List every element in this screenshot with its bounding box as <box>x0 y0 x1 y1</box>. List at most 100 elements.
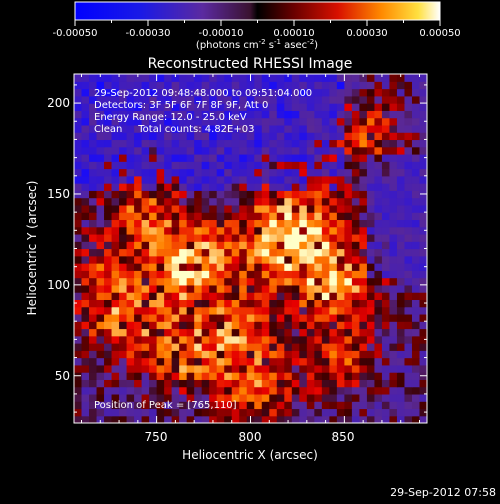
heatmap-cell <box>194 401 203 410</box>
heatmap-cell <box>96 146 105 155</box>
heatmap-cell <box>329 393 338 402</box>
heatmap-cell <box>126 103 135 111</box>
heatmap-cell <box>366 306 376 315</box>
heatmap-cell <box>164 161 173 170</box>
heatmap-cell <box>89 248 98 257</box>
heatmap-cell <box>396 321 406 330</box>
heatmap-cell <box>359 212 368 221</box>
heatmap-cell <box>291 132 300 141</box>
heatmap-cell <box>419 117 427 126</box>
heatmap-cell <box>104 197 113 206</box>
heatmap-cell <box>224 74 233 82</box>
heatmap-cell <box>119 350 128 359</box>
heatmap-cell <box>164 190 173 199</box>
heatmap-cell <box>396 372 406 380</box>
heatmap-cell <box>359 183 368 191</box>
heatmap-cell <box>81 357 90 366</box>
heatmap-cell <box>411 328 421 337</box>
heatmap-cell <box>411 219 421 228</box>
heatmap-cell <box>374 284 383 293</box>
heatmap-cell <box>164 74 173 82</box>
heatmap-cell <box>134 95 143 104</box>
heatmap-cell <box>164 270 173 279</box>
heatmap-cell <box>156 132 165 141</box>
heatmap-cell <box>299 328 308 337</box>
heatmap-cell <box>336 161 345 170</box>
heatmap-cell <box>74 88 83 97</box>
heatmap-cell <box>149 233 158 242</box>
heatmap-cell <box>381 386 391 395</box>
heatmap-cell <box>119 357 128 366</box>
heatmap-cell <box>216 219 225 228</box>
heatmap-cell <box>231 357 240 366</box>
heatmap-cell <box>201 95 210 104</box>
heatmap-cell <box>321 299 330 308</box>
heatmap-cell <box>209 335 218 344</box>
heatmap-cell <box>126 372 135 380</box>
heatmap-cell <box>261 277 270 286</box>
heatmap-cell <box>291 335 300 344</box>
heatmap-cell <box>291 74 300 82</box>
heatmap-cell <box>179 386 188 395</box>
heatmap-cell <box>156 110 165 119</box>
heatmap-cell <box>389 212 398 221</box>
heatmap-cell <box>396 335 406 344</box>
heatmap-cell <box>239 183 248 191</box>
heatmap-cell <box>299 74 308 82</box>
heatmap-cell <box>299 255 308 264</box>
heatmap-cell <box>254 364 263 373</box>
heatmap-cell <box>336 335 345 344</box>
heatmap-cell <box>396 350 406 359</box>
heatmap-cell <box>359 161 368 170</box>
heatmap-cell <box>381 212 391 221</box>
heatmap-cell <box>276 95 285 104</box>
heatmap-cell <box>299 393 308 402</box>
heatmap-cell <box>126 219 135 228</box>
heatmap-cell <box>314 197 323 206</box>
heatmap-cell <box>291 299 300 308</box>
heatmap-cell <box>366 233 376 242</box>
heatmap-cell <box>336 139 345 148</box>
heatmap-cell <box>359 146 368 155</box>
heatmap-cell <box>389 277 398 286</box>
heatmap-cell <box>216 277 225 286</box>
heatmap-cell <box>126 117 135 126</box>
heatmap-cell <box>239 219 248 228</box>
heatmap-cell <box>314 241 323 250</box>
heatmap-cell <box>164 364 173 373</box>
heatmap-cell <box>366 139 376 148</box>
heatmap-cell <box>194 241 203 250</box>
heatmap-cell <box>291 233 300 242</box>
heatmap-cell <box>104 241 113 250</box>
heatmap-cell <box>246 153 255 162</box>
heatmap-cell <box>209 292 218 300</box>
heatmap-cell <box>141 270 150 279</box>
heatmap-cell <box>419 299 427 308</box>
heatmap-cell <box>396 248 406 257</box>
heatmap-cell <box>96 139 105 148</box>
heatmap-cell <box>351 393 361 402</box>
heatmap-cell <box>284 161 293 170</box>
heatmap-cell <box>381 197 391 206</box>
heatmap-cell <box>224 292 233 300</box>
heatmap-cell <box>419 328 427 337</box>
heatmap-cell <box>291 124 300 133</box>
heatmap-cell <box>329 408 338 417</box>
heatmap-cell <box>419 103 427 111</box>
heatmap-cell <box>351 248 361 257</box>
heatmap-cell <box>291 161 300 170</box>
heatmap-cell <box>239 415 248 423</box>
heatmap-cell <box>81 379 90 388</box>
heatmap-cell <box>306 190 315 199</box>
heatmap-cell <box>104 284 113 293</box>
heatmap-cell <box>284 415 293 423</box>
heatmap-cell <box>306 212 315 221</box>
heatmap-cell <box>224 313 233 322</box>
heatmap-cell <box>314 74 323 82</box>
heatmap-cell <box>321 393 330 402</box>
heatmap-cell <box>201 401 210 410</box>
heatmap-cell <box>291 248 300 257</box>
heatmap-cell <box>186 263 195 271</box>
heatmap-cell <box>81 132 90 141</box>
heatmap-cell <box>96 379 105 388</box>
